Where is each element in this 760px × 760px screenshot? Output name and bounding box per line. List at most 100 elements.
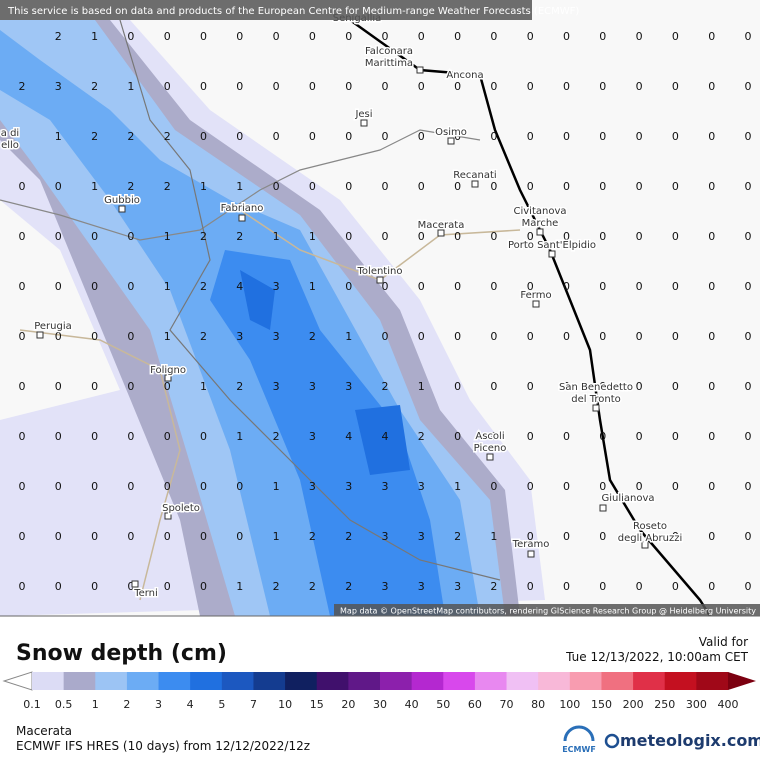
grid-value: 0 — [127, 430, 134, 443]
grid-value: 0 — [708, 130, 715, 143]
city-marker — [641, 541, 649, 549]
grid-value: 3 — [236, 330, 243, 343]
grid-value: 0 — [19, 530, 26, 543]
city-marker — [164, 512, 172, 520]
grid-value: 2 — [236, 380, 243, 393]
grid-value: 3 — [273, 280, 280, 293]
grid-value: 0 — [55, 380, 62, 393]
grid-value: 0 — [127, 280, 134, 293]
city-label: Ancona — [446, 70, 483, 81]
grid-value: 2 — [127, 130, 134, 143]
city-label: Recanati — [453, 170, 496, 181]
grid-value: 1 — [273, 230, 280, 243]
grid-value: 2 — [382, 380, 389, 393]
grid-value: 0 — [309, 180, 316, 193]
grid-value: 1 — [345, 330, 352, 343]
grid-value: 0 — [91, 380, 98, 393]
grid-value: 4 — [345, 430, 352, 443]
grid-value: 1 — [454, 480, 461, 493]
color-swatch — [221, 672, 254, 690]
grid-value: 3 — [418, 530, 425, 543]
grid-value: 0 — [527, 80, 534, 93]
city-label: Foligno — [150, 365, 186, 376]
grid-value: 0 — [636, 180, 643, 193]
grid-value: 0 — [236, 530, 243, 543]
grid-value: 0 — [273, 80, 280, 93]
grid-value: 0 — [527, 180, 534, 193]
grid-value: 0 — [418, 130, 425, 143]
grid-value: 2 — [200, 280, 207, 293]
color-swatch — [253, 672, 286, 690]
grid-value: 0 — [527, 530, 534, 543]
grid-value: 0 — [454, 80, 461, 93]
grid-value: 0 — [527, 430, 534, 443]
grid-value: 3 — [273, 380, 280, 393]
grid-value: 0 — [745, 530, 752, 543]
city-marker — [416, 66, 424, 74]
grid-value: 2 — [55, 30, 62, 43]
grid-value: 2 — [164, 130, 171, 143]
grid-value: 1 — [309, 230, 316, 243]
grid-value: 0 — [490, 230, 497, 243]
grid-value: 0 — [745, 180, 752, 193]
grid-value: 0 — [527, 230, 534, 243]
grid-value: 0 — [636, 30, 643, 43]
grid-value: 0 — [563, 280, 570, 293]
grid-value: 1 — [273, 530, 280, 543]
grid-value: 0 — [418, 230, 425, 243]
grid-value: 0 — [527, 480, 534, 493]
grid-value: 0 — [708, 530, 715, 543]
grid-value: 0 — [527, 580, 534, 593]
grid-value: 2 — [127, 180, 134, 193]
grid-value: 0 — [672, 380, 679, 393]
grid-value: 0 — [454, 330, 461, 343]
colorbar-tick-label: 400 — [718, 698, 739, 711]
colorbar-tick-label: 1 — [92, 698, 99, 711]
grid-value: 1 — [236, 180, 243, 193]
city-marker — [592, 404, 600, 412]
grid-value: 0 — [490, 380, 497, 393]
grid-value: 0 — [490, 330, 497, 343]
grid-value: 0 — [91, 480, 98, 493]
city-label: Ascoli — [475, 431, 504, 442]
grid-value: 2 — [345, 580, 352, 593]
city-marker — [360, 119, 368, 127]
grid-value: 4 — [382, 430, 389, 443]
grid-value: 0 — [599, 430, 606, 443]
grid-value: 0 — [309, 130, 316, 143]
grid-value: 1 — [490, 530, 497, 543]
grid-value: 0 — [672, 280, 679, 293]
grid-value: 0 — [200, 480, 207, 493]
color-swatch — [380, 672, 413, 690]
grid-value: 0 — [382, 230, 389, 243]
grid-value: 0 — [708, 180, 715, 193]
grid-value: 0 — [382, 80, 389, 93]
grid-value: 0 — [490, 80, 497, 93]
grid-value: 3 — [454, 580, 461, 593]
grid-value: 1 — [236, 430, 243, 443]
color-swatch — [285, 672, 318, 690]
color-swatch — [569, 672, 602, 690]
grid-value: 0 — [127, 380, 134, 393]
grid-value: 0 — [91, 530, 98, 543]
city-label: Marche — [522, 218, 559, 229]
color-swatch — [538, 672, 571, 690]
value-grid: 2 1 0 0 0 0 0 0 0 0 0 0 0 0 0 0 0 0 0 0 2 3 2 1 0 0 0 0 0 0 0 0 0 0 0 0 0 0 0 0… — [19, 30, 752, 593]
city-label: Piceno — [474, 443, 507, 454]
grid-value: 0 — [563, 230, 570, 243]
colorbar: 0.1 0.5 1 2 3 4 5 7 10 15 20 30 40 50 60 70 80 100 150 200 2… — [2, 671, 756, 711]
grid-value: 0 — [490, 430, 497, 443]
grid-value: 0 — [563, 480, 570, 493]
colorbar-tick-label: 50 — [436, 698, 450, 711]
grid-value: 0 — [55, 330, 62, 343]
grid-value: 0 — [745, 380, 752, 393]
brand-icon — [604, 733, 620, 749]
grid-value: 0 — [672, 530, 679, 543]
city-marker — [471, 180, 479, 188]
grid-value: 0 — [599, 580, 606, 593]
color-swatch — [316, 672, 349, 690]
grid-value: 0 — [19, 330, 26, 343]
grid-value: 0 — [636, 530, 643, 543]
grid-value: 0 — [454, 430, 461, 443]
grid-value: 0 — [236, 480, 243, 493]
